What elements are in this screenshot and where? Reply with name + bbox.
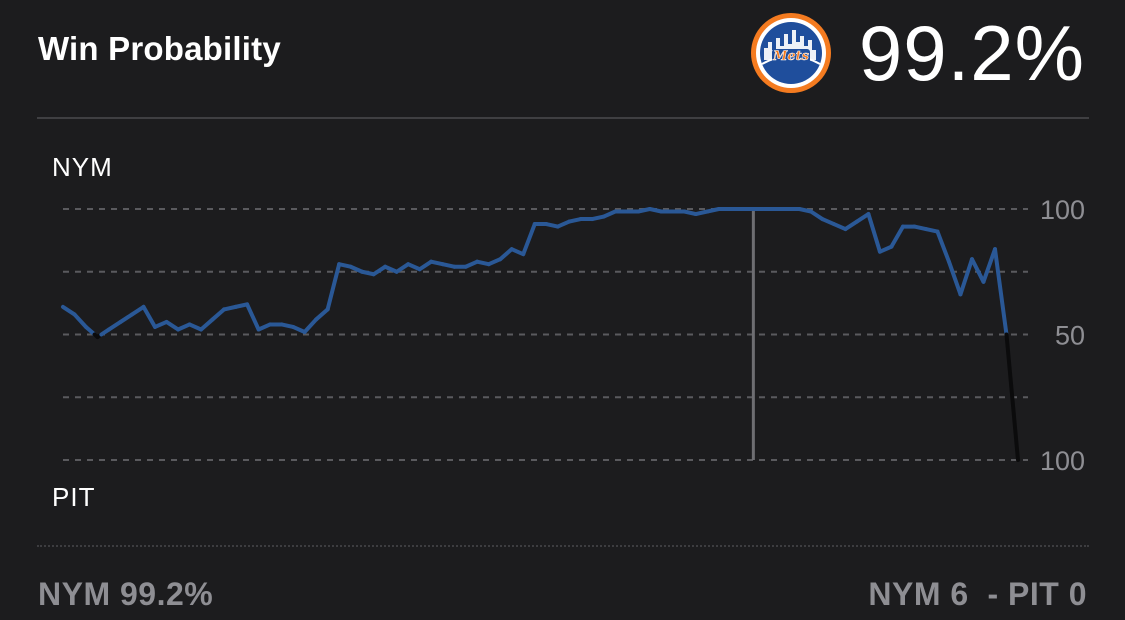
series-segment <box>417 259 434 272</box>
footer-score: NYM 6 - PIT 0 <box>868 576 1087 612</box>
top-team-label: NYM <box>52 152 113 182</box>
series-segment <box>958 257 974 297</box>
series-segment <box>406 262 422 272</box>
series-segment <box>72 312 89 329</box>
series-segment <box>555 219 572 229</box>
series-segment <box>509 247 526 257</box>
series-segment <box>877 244 894 254</box>
series-segment <box>302 317 319 334</box>
series-segment <box>291 324 307 334</box>
series-segment <box>1004 332 1020 462</box>
series-segment <box>153 319 169 329</box>
series-segment <box>935 229 951 264</box>
series-segment <box>992 247 1009 337</box>
series-segment <box>889 224 905 249</box>
series-segment <box>394 262 411 274</box>
series-segment <box>61 304 77 317</box>
series-segment <box>107 319 123 332</box>
svg-text:Mets: Mets <box>772 49 810 64</box>
series-segment <box>383 264 399 274</box>
series-segment <box>164 319 181 332</box>
win-probability-value: 99.2% <box>858 9 1085 97</box>
series-segment <box>245 302 261 332</box>
y-tick-label: 100 <box>1040 195 1085 225</box>
series-segment <box>210 307 227 322</box>
series-segment <box>176 322 192 332</box>
series-segment <box>141 304 158 329</box>
series-segment <box>521 222 537 257</box>
series-segment <box>843 219 859 232</box>
series-segment <box>348 264 365 274</box>
series-segment <box>969 257 986 284</box>
series-segment <box>866 212 882 254</box>
series-segment <box>831 222 848 232</box>
series-segment <box>808 209 825 222</box>
series-segment <box>256 322 273 332</box>
series-segment <box>325 262 342 312</box>
series-segment <box>601 209 618 219</box>
bottom-team-label: PIT <box>52 482 96 512</box>
footer-win-probability: NYM 99.2% <box>38 576 214 612</box>
series-segment <box>498 247 514 262</box>
y-tick-label: 50 <box>1055 321 1085 351</box>
series-segment <box>854 212 871 224</box>
series-segment <box>371 264 388 277</box>
top-divider <box>37 117 1089 119</box>
series-segment <box>946 259 963 297</box>
series-segment <box>118 312 135 324</box>
series-segment <box>314 307 330 322</box>
mets-logo-icon: Mets <box>751 13 831 93</box>
series-segment <box>820 217 836 227</box>
series-segment <box>486 257 503 267</box>
y-tick-label: 100 <box>1040 446 1085 476</box>
series-segment <box>130 304 146 317</box>
series-segment <box>463 259 480 269</box>
bottom-divider <box>37 545 1089 547</box>
series-segment <box>981 247 997 284</box>
series-segment <box>199 317 215 332</box>
series-segment <box>187 322 204 332</box>
card-title: Win Probability <box>38 30 281 67</box>
